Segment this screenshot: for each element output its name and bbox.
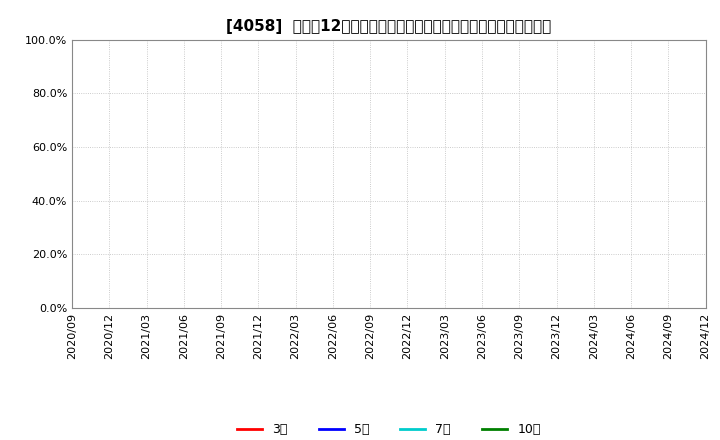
Title: [4058]  売上高12か月移動合計の対前年同期増減率の標準偏差の推移: [4058] 売上高12か月移動合計の対前年同期増減率の標準偏差の推移 <box>226 19 552 34</box>
Legend: 3年, 5年, 7年, 10年: 3年, 5年, 7年, 10年 <box>232 418 546 440</box>
